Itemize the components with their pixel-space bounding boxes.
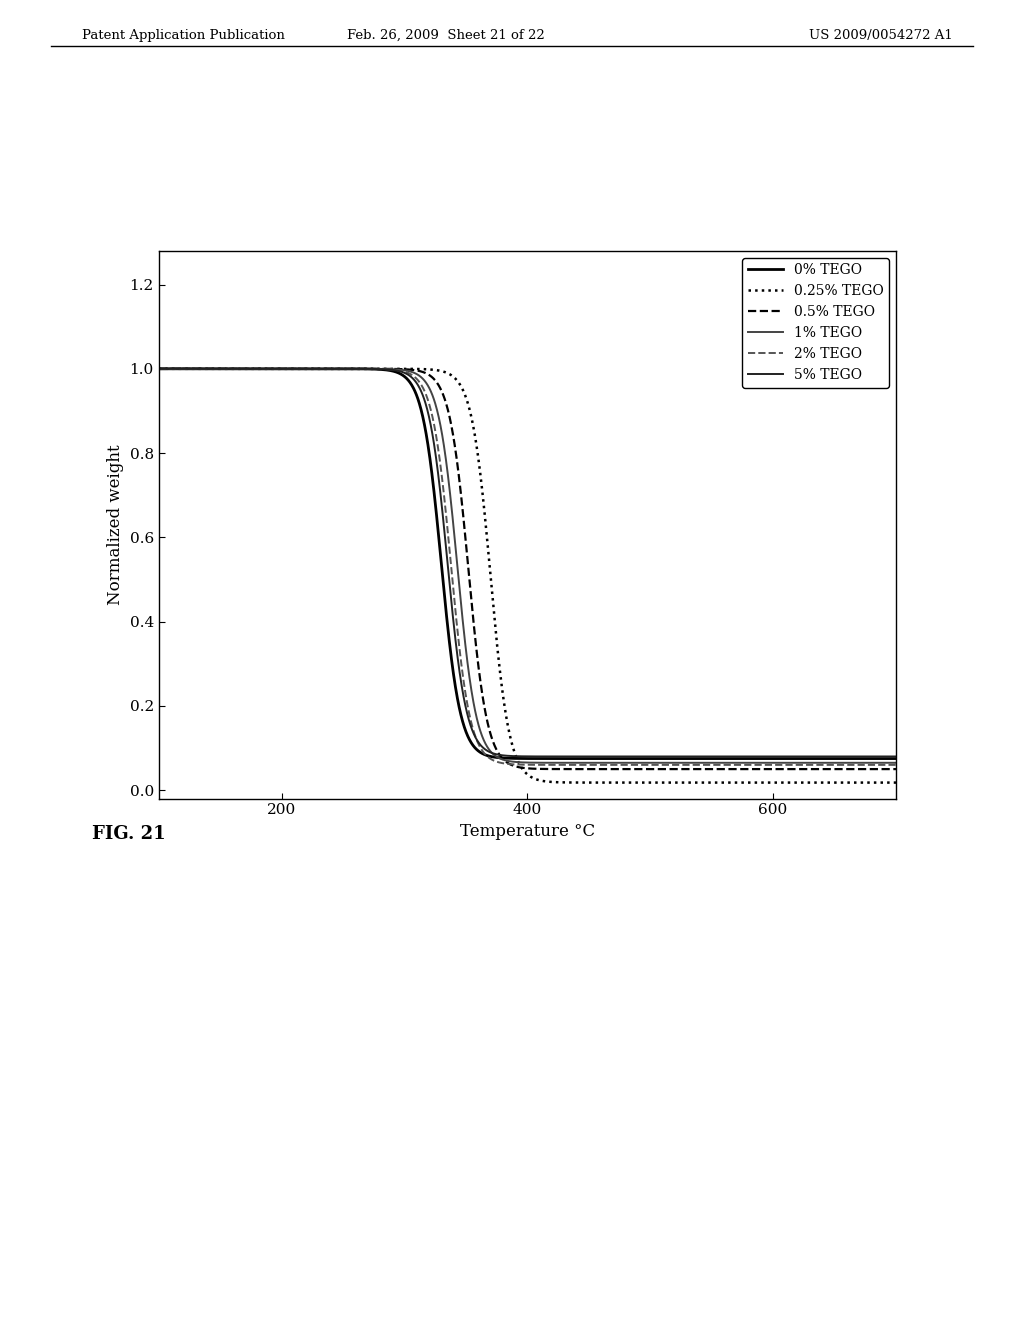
- 0% TEGO: [876, 751, 888, 767]
- 0% TEGO: [796, 751, 808, 767]
- 2% TEGO: [467, 722, 479, 738]
- 0% TEGO: [467, 738, 479, 754]
- 1% TEGO: [890, 755, 902, 771]
- 0.5% TEGO: [237, 360, 249, 376]
- 0.5% TEGO: [467, 612, 479, 628]
- 0.5% TEGO: [153, 360, 165, 376]
- 0.25% TEGO: [281, 360, 293, 376]
- 5% TEGO: [237, 360, 249, 376]
- Line: 5% TEGO: 5% TEGO: [159, 368, 896, 756]
- 1% TEGO: [876, 755, 888, 771]
- 2% TEGO: [890, 756, 902, 772]
- 0.25% TEGO: [237, 360, 249, 376]
- 0.5% TEGO: [876, 762, 888, 777]
- 0.5% TEGO: [890, 762, 902, 777]
- Line: 0.25% TEGO: 0.25% TEGO: [159, 368, 896, 783]
- Line: 0.5% TEGO: 0.5% TEGO: [159, 368, 896, 770]
- Line: 1% TEGO: 1% TEGO: [159, 368, 896, 763]
- 0.5% TEGO: [842, 762, 854, 777]
- Text: Patent Application Publication: Patent Application Publication: [82, 29, 285, 42]
- 5% TEGO: [435, 495, 447, 511]
- 0.25% TEGO: [153, 360, 165, 376]
- Y-axis label: Normalized weight: Normalized weight: [108, 445, 124, 605]
- X-axis label: Temperature °C: Temperature °C: [460, 822, 595, 840]
- 2% TEGO: [876, 756, 888, 772]
- 0% TEGO: [153, 360, 165, 376]
- 2% TEGO: [824, 756, 837, 772]
- 1% TEGO: [237, 360, 249, 376]
- 0.25% TEGO: [796, 775, 808, 791]
- 0.25% TEGO: [876, 775, 888, 791]
- Text: FIG. 21: FIG. 21: [92, 825, 166, 843]
- Text: US 2009/0054272 A1: US 2009/0054272 A1: [809, 29, 952, 42]
- 0% TEGO: [890, 751, 902, 767]
- 1% TEGO: [281, 360, 293, 376]
- 0.25% TEGO: [890, 775, 902, 791]
- 0.5% TEGO: [281, 360, 293, 376]
- 0% TEGO: [435, 557, 447, 573]
- 0% TEGO: [808, 751, 820, 767]
- 1% TEGO: [824, 755, 837, 771]
- Line: 0% TEGO: 0% TEGO: [159, 368, 896, 759]
- 2% TEGO: [796, 756, 808, 772]
- 5% TEGO: [890, 748, 902, 764]
- 5% TEGO: [467, 725, 479, 741]
- 0.25% TEGO: [871, 775, 884, 791]
- Line: 2% TEGO: 2% TEGO: [159, 368, 896, 764]
- 0% TEGO: [281, 360, 293, 376]
- 0.5% TEGO: [435, 383, 447, 399]
- Text: Feb. 26, 2009  Sheet 21 of 22: Feb. 26, 2009 Sheet 21 of 22: [346, 29, 545, 42]
- 0.25% TEGO: [467, 420, 479, 436]
- 5% TEGO: [796, 748, 808, 764]
- 0% TEGO: [237, 360, 249, 376]
- 0.25% TEGO: [435, 363, 447, 379]
- 1% TEGO: [796, 755, 808, 771]
- 2% TEGO: [281, 360, 293, 376]
- Legend: 0% TEGO, 0.25% TEGO, 0.5% TEGO, 1% TEGO, 2% TEGO, 5% TEGO: 0% TEGO, 0.25% TEGO, 0.5% TEGO, 1% TEGO,…: [742, 257, 889, 388]
- 1% TEGO: [435, 422, 447, 438]
- 5% TEGO: [281, 360, 293, 376]
- 0.5% TEGO: [796, 762, 808, 777]
- 5% TEGO: [153, 360, 165, 376]
- 2% TEGO: [237, 360, 249, 376]
- 5% TEGO: [876, 748, 888, 764]
- 2% TEGO: [435, 465, 447, 480]
- 1% TEGO: [153, 360, 165, 376]
- 2% TEGO: [153, 360, 165, 376]
- 5% TEGO: [814, 748, 826, 764]
- 1% TEGO: [467, 694, 479, 710]
